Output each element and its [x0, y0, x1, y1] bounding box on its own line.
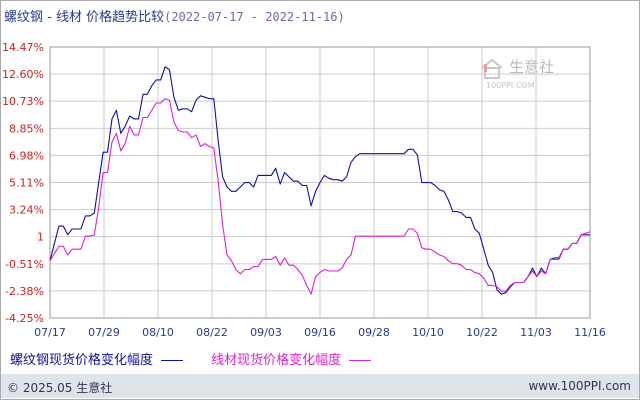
plot-border [49, 46, 591, 319]
legend-item-series2: 线材现货价格变化幅度 [211, 353, 381, 368]
legend-swatch-series1 [161, 360, 184, 361]
y-tick-label: 10.73% [2, 95, 44, 108]
footer-copyright: © 2025.05 生意社 [7, 381, 113, 395]
x-tick-labels: 07/17 07/29 08/10 08/22 09/03 09/16 09/28 10/10… [34, 326, 606, 339]
y-tick-label: 14.47% [2, 41, 44, 54]
footer-site-link[interactable]: www.100PPI.com [528, 379, 631, 393]
y-tick-label: 5.11% [9, 177, 44, 190]
y-tick-label: 1 [37, 231, 44, 244]
x-tick-label: 07/29 [88, 326, 120, 339]
series-lines [49, 66, 591, 295]
x-tick-label: 08/22 [196, 326, 228, 339]
legend-item-series1: 螺纹钢现货价格变化幅度 [10, 353, 197, 368]
legend-swatch-series2 [349, 360, 372, 361]
watermark-brand: 生意社 [509, 58, 554, 76]
x-tick-label: 09/03 [250, 326, 282, 339]
chart-title-main: 螺纹钢 - 线材 价格趋势比较 [4, 10, 165, 25]
x-tick-label: 09/28 [358, 326, 390, 339]
y-tick-label: -4.25% [5, 312, 44, 325]
x-tick-label: 08/10 [142, 326, 174, 339]
x-tick-label: 10/22 [466, 326, 498, 339]
legend-label-series1: 螺纹钢现货价格变化幅度 [10, 353, 154, 368]
y-tick-label: 3.24% [9, 204, 44, 217]
watermark: 生意社 100PPI.COM [481, 58, 554, 90]
x-tick-label: 10/10 [412, 326, 444, 339]
legend: 螺纹钢现货价格变化幅度 线材现货价格变化幅度 [10, 349, 395, 368]
footer: © 2025.05 生意社 www.100PPI.com [1, 374, 639, 398]
y-tick-label: 12.60% [2, 68, 44, 81]
x-tick-label: 11/16 [574, 326, 606, 339]
y-tick-label: 8.85% [9, 122, 44, 135]
legend-label-series2: 线材现货价格变化幅度 [211, 353, 342, 368]
y-tick-label: 6.98% [9, 149, 44, 162]
chart-title: 螺纹钢 - 线材 价格趋势比较(2022-07-17 - 2022-11-16) [4, 6, 345, 25]
y-tick-labels: 14.47% 12.60% 10.73% 8.85% 6.98% 5.11% 3.24% 1 -… [2, 41, 44, 325]
watermark-logo-icon [481, 58, 503, 79]
y-tick-label: -2.38% [5, 285, 44, 298]
y-tick-label: -0.51% [5, 258, 44, 271]
series-line-1 [49, 66, 590, 295]
x-tick-label: 11/03 [520, 326, 552, 339]
series-line-2 [49, 98, 591, 295]
watermark-url: 100PPI.COM [486, 81, 535, 90]
axes [49, 46, 591, 319]
x-tick-label: 07/17 [34, 326, 66, 339]
x-tick-label: 09/16 [304, 326, 336, 339]
chart-title-range: (2022-07-17 - 2022-11-16) [164, 10, 345, 24]
